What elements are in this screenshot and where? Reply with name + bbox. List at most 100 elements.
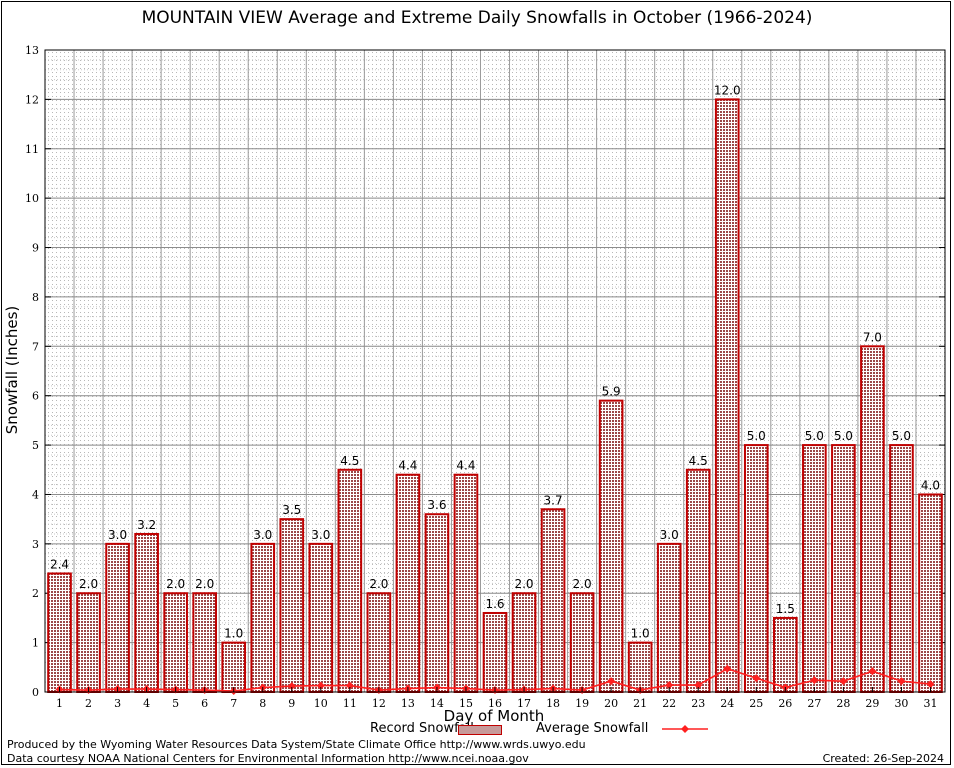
bar-value-label: 4.4 xyxy=(456,459,475,473)
bar-value-label: 3.0 xyxy=(660,528,679,542)
x-tick-label: 14 xyxy=(430,697,444,710)
x-tick-label: 22 xyxy=(662,697,676,710)
record-bar xyxy=(366,592,392,694)
bar-value-label: 2.0 xyxy=(514,577,533,591)
average-point xyxy=(723,664,732,673)
y-tick-label: 2 xyxy=(32,587,39,600)
legend-average-label: Average Snowfall xyxy=(536,721,649,736)
record-bar xyxy=(714,98,740,693)
x-tick-label: 8 xyxy=(259,697,266,710)
x-tick-label: 19 xyxy=(575,697,589,710)
record-bar xyxy=(627,641,653,693)
x-tick-label: 30 xyxy=(894,697,908,710)
bar-value-label: 1.0 xyxy=(224,627,243,641)
record-bar xyxy=(743,444,769,694)
record-bar xyxy=(482,611,508,693)
x-tick-label: 1 xyxy=(56,697,63,710)
record-bar xyxy=(221,641,247,693)
record-bar xyxy=(831,444,856,694)
legend-average-swatch xyxy=(662,725,708,733)
bar-value-label: 12.0 xyxy=(714,83,741,97)
bar-value-label: 2.4 xyxy=(50,557,69,571)
y-tick-label: 7 xyxy=(32,340,39,353)
bar-value-label: 2.0 xyxy=(166,577,185,591)
bar-value-label: 2.0 xyxy=(573,577,592,591)
record-bar xyxy=(163,592,188,694)
record-bar xyxy=(192,592,218,694)
record-bar xyxy=(656,542,682,693)
average-point xyxy=(897,677,906,686)
x-tick-label: 2 xyxy=(85,697,92,710)
record-bar xyxy=(76,592,101,694)
average-point xyxy=(839,677,848,686)
y-tick-label: 9 xyxy=(32,242,39,255)
bar-value-label: 5.0 xyxy=(747,429,766,443)
bar-value-label: 3.0 xyxy=(311,528,330,542)
x-tick-label: 24 xyxy=(720,697,734,710)
y-tick-label: 13 xyxy=(25,44,39,57)
bar-value-label: 7.0 xyxy=(863,330,882,344)
bar-value-label: 3.0 xyxy=(253,528,272,542)
x-axis-label: Day of Month xyxy=(443,707,545,725)
y-tick-label: 10 xyxy=(25,192,39,205)
record-bar xyxy=(424,513,450,694)
record-bar xyxy=(47,572,72,694)
average-point xyxy=(345,681,354,690)
x-tick-label: 3 xyxy=(114,697,121,710)
y-tick-label: 12 xyxy=(25,93,39,106)
bar-value-label: 4.5 xyxy=(340,454,359,468)
bar-value-label: 3.7 xyxy=(544,493,563,507)
bar-value-label: 5.9 xyxy=(602,385,621,399)
average-point xyxy=(316,681,325,690)
bar-value-label: 5.0 xyxy=(892,429,911,443)
bar-value-label: 4.0 xyxy=(921,478,940,492)
x-tick-label: 6 xyxy=(201,697,208,710)
bar-value-label: 3.2 xyxy=(137,518,156,532)
x-tick-label: 7 xyxy=(230,697,237,710)
y-tick-label: 3 xyxy=(32,538,39,551)
y-tick-label: 5 xyxy=(32,439,39,452)
bar-value-label: 5.0 xyxy=(805,429,824,443)
record-bar xyxy=(105,542,130,693)
bar-value-label: 4.5 xyxy=(689,454,708,468)
y-tick-label: 6 xyxy=(32,390,39,403)
record-bar xyxy=(250,542,276,693)
record-bar xyxy=(802,444,827,694)
x-tick-label: 5 xyxy=(172,697,179,710)
bar-value-label: 2.0 xyxy=(195,577,214,591)
average-point xyxy=(287,682,296,691)
bar-value-label: 5.0 xyxy=(834,429,853,443)
plot-background xyxy=(45,50,945,692)
y-tick-label: 4 xyxy=(32,488,39,501)
created-date: Created: 26-Sep-2024 xyxy=(822,752,944,765)
x-tick-label: 17 xyxy=(517,697,531,710)
average-point xyxy=(694,681,703,690)
bar-value-label: 1.0 xyxy=(631,627,650,641)
x-tick-label: 23 xyxy=(691,697,705,710)
x-tick-label: 4 xyxy=(143,697,150,710)
x-tick-label: 11 xyxy=(343,697,357,710)
x-tick-label: 26 xyxy=(778,697,792,710)
bar-value-label: 2.0 xyxy=(79,577,98,591)
x-tick-label: 28 xyxy=(836,697,850,710)
average-point xyxy=(926,680,935,689)
record-bar xyxy=(918,493,943,694)
record-bar xyxy=(279,518,305,694)
record-bar xyxy=(540,508,566,693)
legend-record-swatch xyxy=(458,725,502,735)
bar-value-label: 4.4 xyxy=(398,459,417,473)
bar-value-label: 2.0 xyxy=(369,577,388,591)
x-tick-label: 31 xyxy=(923,697,937,710)
y-tick-label: 8 xyxy=(32,291,39,304)
average-point xyxy=(810,676,819,685)
x-tick-label: 15 xyxy=(459,697,473,710)
record-bar xyxy=(889,444,914,694)
record-bar xyxy=(598,399,624,693)
record-bar xyxy=(569,592,595,694)
x-tick-label: 16 xyxy=(488,697,502,710)
x-tick-label: 18 xyxy=(546,697,560,710)
bar-value-label: 3.6 xyxy=(427,498,446,512)
x-tick-label: 9 xyxy=(288,697,295,710)
